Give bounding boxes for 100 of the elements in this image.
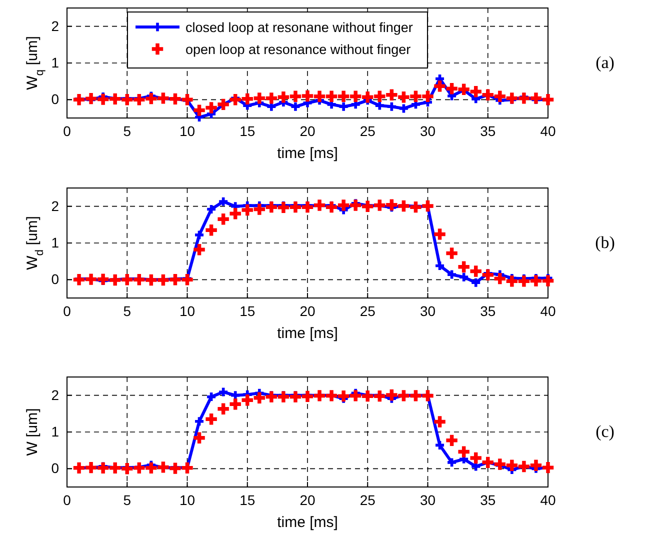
point bbox=[434, 416, 446, 428]
point bbox=[326, 201, 338, 213]
point bbox=[206, 224, 217, 236]
point bbox=[254, 92, 266, 104]
x-tick-label: 5 bbox=[123, 492, 132, 508]
y-tick-label: 2 bbox=[51, 198, 60, 214]
point bbox=[219, 197, 228, 206]
y-tick-label: 2 bbox=[51, 18, 60, 34]
x-tick-label: 5 bbox=[123, 122, 132, 139]
y-axis-title: W [um] bbox=[24, 408, 41, 456]
point bbox=[194, 432, 205, 444]
point bbox=[195, 230, 204, 240]
point bbox=[542, 275, 554, 286]
x-tick-label: 15 bbox=[240, 302, 256, 319]
x-tick-label: 10 bbox=[179, 122, 196, 139]
point bbox=[399, 104, 408, 113]
x-tick-label: 20 bbox=[300, 302, 316, 319]
text: (c) bbox=[596, 422, 614, 441]
point bbox=[326, 90, 338, 102]
point bbox=[460, 272, 468, 282]
x-tick-label: 20 bbox=[300, 122, 316, 139]
point bbox=[398, 91, 410, 103]
point bbox=[218, 403, 229, 415]
point bbox=[290, 201, 302, 213]
point bbox=[242, 93, 253, 105]
point bbox=[446, 434, 458, 446]
point bbox=[85, 92, 97, 104]
point bbox=[278, 391, 290, 402]
x-axis-title: time [ms] bbox=[277, 145, 338, 162]
point bbox=[448, 458, 456, 467]
point bbox=[506, 460, 518, 471]
point bbox=[506, 276, 518, 287]
point bbox=[458, 446, 470, 458]
point bbox=[97, 462, 109, 474]
point bbox=[122, 463, 133, 474]
point bbox=[230, 398, 241, 410]
x-tick-label: 40 bbox=[540, 302, 556, 319]
point bbox=[494, 90, 506, 102]
point bbox=[434, 228, 446, 240]
point bbox=[446, 248, 458, 259]
point bbox=[350, 200, 362, 211]
point bbox=[218, 214, 229, 225]
point bbox=[530, 275, 542, 286]
y-tick-label: 1 bbox=[51, 423, 60, 440]
point bbox=[97, 94, 109, 105]
point bbox=[436, 440, 444, 450]
y-tick-label: 0 bbox=[51, 460, 60, 476]
point bbox=[375, 101, 384, 110]
text: (a) bbox=[596, 53, 614, 72]
point bbox=[446, 83, 458, 94]
point bbox=[230, 94, 241, 106]
point bbox=[506, 92, 518, 104]
point bbox=[291, 102, 300, 111]
point bbox=[494, 458, 506, 470]
x-tick-label: 40 bbox=[540, 122, 556, 139]
x-axis-title: time [ms] bbox=[277, 514, 338, 531]
point bbox=[472, 278, 480, 287]
point bbox=[134, 94, 145, 106]
point bbox=[278, 91, 290, 103]
point bbox=[350, 390, 362, 402]
point bbox=[302, 90, 314, 102]
x-tick-label: 30 bbox=[420, 492, 436, 508]
point bbox=[290, 90, 302, 102]
point bbox=[302, 201, 314, 213]
x-tick-label: 0 bbox=[63, 122, 72, 139]
point bbox=[146, 92, 157, 104]
point bbox=[338, 200, 350, 211]
x-tick-label: 35 bbox=[480, 302, 496, 319]
point bbox=[230, 208, 241, 220]
x-axis-title: time [ms] bbox=[277, 325, 338, 342]
x-tick-label: 10 bbox=[179, 492, 196, 508]
point bbox=[122, 94, 133, 106]
x-tick-label: 30 bbox=[420, 122, 436, 139]
point bbox=[182, 274, 193, 286]
x-tick-label: 30 bbox=[420, 302, 436, 319]
x-tick-label: 15 bbox=[240, 492, 256, 508]
x-tick-label: 35 bbox=[480, 122, 496, 139]
x-tick-label: 25 bbox=[360, 492, 376, 508]
point bbox=[207, 205, 216, 214]
y-tick-label: 1 bbox=[51, 54, 60, 70]
point bbox=[266, 391, 278, 402]
y-tick-label: 1 bbox=[51, 234, 60, 250]
point bbox=[530, 460, 542, 471]
point bbox=[482, 269, 494, 281]
point bbox=[219, 388, 228, 396]
point bbox=[338, 90, 350, 102]
legend-label: open loop at resonance without finger bbox=[186, 42, 412, 57]
x-tick-label: 15 bbox=[240, 122, 256, 139]
point bbox=[386, 389, 398, 401]
point bbox=[146, 462, 157, 474]
point bbox=[302, 390, 314, 402]
y-tick-label: 0 bbox=[51, 91, 60, 108]
x-tick-label: 10 bbox=[179, 302, 196, 319]
x-tick-label: 5 bbox=[123, 302, 132, 319]
point bbox=[386, 199, 398, 210]
point bbox=[266, 92, 278, 104]
point bbox=[518, 92, 530, 104]
point bbox=[436, 261, 444, 270]
x-tick-label: 0 bbox=[63, 302, 72, 319]
point bbox=[314, 90, 326, 102]
